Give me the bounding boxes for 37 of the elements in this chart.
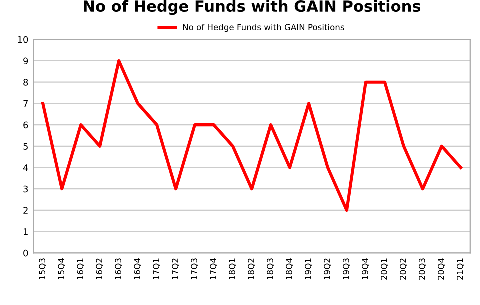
- chart-title: No of Hedge Funds with GAIN Positions: [84, 0, 421, 16]
- y-tick-label: 8: [24, 79, 28, 86]
- x-tick-label: 21Q1: [457, 258, 464, 280]
- y-tick-label: 1: [24, 228, 28, 236]
- x-tick-label: 20Q3: [419, 258, 426, 280]
- y-tick-label: 3: [24, 186, 28, 193]
- line-series: [42, 59, 462, 212]
- x-tick-label: 15Q3: [39, 258, 46, 280]
- x-tick-label: 17Q3: [191, 258, 198, 280]
- x-tick-label: 16Q2: [96, 258, 104, 280]
- x-tick-label: 20Q2: [400, 258, 408, 280]
- x-tick-label: 19Q3: [343, 258, 350, 280]
- x-tick-label: 15Q4: [58, 258, 66, 280]
- y-tick-label: 2: [24, 207, 28, 214]
- x-tick-label: 20Q4: [438, 258, 446, 280]
- y-tick-label: 4: [23, 164, 28, 172]
- y-tick-label: 9: [24, 58, 28, 65]
- x-tick-label: 17Q2: [172, 258, 180, 280]
- x-tick-label: 16Q4: [134, 258, 142, 280]
- x-tick-label: 17Q4: [210, 258, 218, 280]
- x-tick-label: 19Q4: [362, 258, 370, 280]
- legend-label: No of Hedge Funds with GAIN Positions: [183, 24, 344, 32]
- x-tick-label: 16Q1: [77, 258, 84, 280]
- y-tick-label: 6: [24, 122, 28, 129]
- y-tick-label: 5: [24, 143, 28, 150]
- x-tick-label: 18Q3: [267, 258, 274, 280]
- x-tick-label: 19Q1: [305, 258, 312, 280]
- x-tick-label: 18Q1: [229, 258, 236, 280]
- y-tick-label: 0: [24, 250, 28, 257]
- x-tick-label: 19Q2: [324, 258, 332, 280]
- x-tick-label: 20Q1: [381, 258, 388, 280]
- x-tick-label: 18Q4: [286, 258, 294, 280]
- x-tick-label: 18Q2: [248, 258, 256, 280]
- x-tick-label: 17Q1: [153, 258, 160, 280]
- y-tick-label: 10: [18, 36, 28, 44]
- y-tick-label: 7: [24, 100, 28, 108]
- x-tick-label: 16Q3: [115, 258, 122, 280]
